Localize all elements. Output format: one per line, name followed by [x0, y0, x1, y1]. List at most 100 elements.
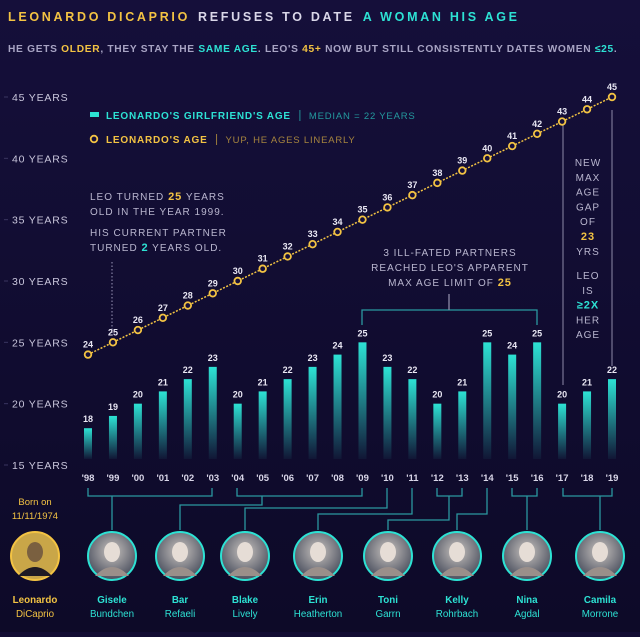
point-value-label: 26	[133, 315, 143, 325]
point-value-label: 34	[333, 217, 343, 227]
x-tick-label: '14	[481, 473, 495, 484]
bar	[84, 428, 92, 459]
photo-shoulders	[163, 567, 197, 576]
person-last-name: Refaeli	[165, 609, 196, 620]
line-point	[233, 276, 242, 286]
born-label: Born on	[18, 497, 51, 508]
x-tick-label: '01	[156, 473, 170, 484]
annotation-text: AGE	[576, 188, 600, 199]
annotation-text: OLD IN THE YEAR 1999.	[90, 207, 225, 218]
person-last-name: Lively	[232, 609, 257, 620]
photo-head	[380, 542, 396, 562]
connector	[236, 488, 363, 497]
born-date: 11/11/1974	[12, 511, 58, 522]
subtitle-part: 45+	[302, 44, 321, 55]
y-tick-label: 15 YEARS	[12, 460, 68, 472]
bar-value-label: 21	[258, 377, 268, 387]
person-first-name: Camila	[584, 595, 617, 606]
person-first-name: Blake	[232, 595, 259, 606]
person-last-name: Heatherton	[294, 609, 342, 620]
legend-label: LEONARDO'S AGE	[106, 135, 208, 146]
bar-value-label: 21	[457, 377, 467, 387]
bar	[158, 391, 167, 459]
bar-value-label: 20	[133, 390, 143, 400]
title-part: REFUSES TO DATE	[198, 10, 355, 24]
point-value-label: 30	[233, 266, 243, 276]
y-tick-label: 40 YEARS	[12, 153, 68, 165]
bar-value-label: 22	[407, 365, 417, 375]
connector	[317, 488, 413, 530]
line-point	[408, 190, 417, 200]
x-tick-label: '09	[356, 473, 369, 484]
bar-value-label: 22	[183, 365, 193, 375]
bar	[358, 342, 367, 459]
annotation-line: HIS CURRENT PARTNER	[90, 228, 227, 239]
annotation-text: IS	[582, 286, 593, 297]
x-tick-label: '19	[606, 473, 619, 484]
x-tick-label: '00	[131, 473, 144, 484]
annotation-line: IS	[582, 286, 593, 297]
annotation-text: MAX	[576, 173, 601, 184]
line-point	[108, 338, 118, 347]
y-tick-label: 20 YEARS	[12, 399, 68, 411]
bar	[408, 379, 417, 459]
x-tick-label: '05	[256, 473, 270, 484]
bar	[608, 379, 616, 459]
annotation-line: MAX	[576, 173, 601, 184]
title-part: LEONARDO DICAPRIO	[8, 10, 190, 24]
point-value-label: 24	[83, 340, 93, 350]
person-first-name: Bar	[172, 595, 189, 606]
connector	[179, 496, 263, 530]
person-first-name: Leonardo	[13, 595, 58, 606]
line-point	[532, 129, 542, 138]
line-point	[507, 141, 517, 151]
line-point	[183, 301, 193, 310]
annotation-text: NEW	[575, 158, 601, 169]
bar	[308, 366, 317, 459]
annotation-line: OF	[580, 217, 596, 228]
photo-shoulders	[18, 567, 52, 576]
bar-value-label: 23	[308, 353, 318, 363]
point-value-label: 28	[183, 291, 193, 301]
annotation-text: TURNED	[90, 243, 141, 254]
photo-shoulders	[301, 567, 335, 576]
bar	[208, 366, 217, 459]
bar	[133, 403, 142, 459]
annotation-text: MAX AGE LIMIT OF	[388, 278, 498, 289]
point-value-label: 45	[607, 82, 617, 92]
subtitle-part: . LEO'S	[258, 44, 302, 55]
annotation-text: REACHED LEO'S APPARENT	[371, 263, 529, 274]
annotation-line: TURNED 2 YEARS OLD.	[90, 242, 222, 254]
bar-value-label: 25	[482, 328, 492, 338]
legend-swatch	[89, 134, 99, 144]
bar	[533, 342, 542, 459]
x-tick-label: '07	[306, 473, 319, 484]
bar	[183, 379, 192, 459]
point-value-label: 29	[208, 278, 218, 288]
x-tick-label: '98	[82, 473, 95, 484]
line-point	[458, 166, 467, 175]
photo-shoulders	[95, 567, 129, 576]
annotation-text: HER	[576, 315, 600, 326]
annotation-text: YEARS OLD.	[149, 243, 223, 254]
line-point	[308, 239, 317, 249]
annotation-text: YEARS	[182, 192, 225, 203]
photo-shoulders	[440, 567, 474, 576]
y-tick-label: 35 YEARS	[12, 215, 68, 227]
y-tick-label: 25 YEARS	[12, 337, 68, 349]
line	[87, 96, 613, 356]
legend-note: YUP, HE AGES LINEARLY	[226, 135, 356, 146]
annotation-text: 23	[581, 231, 595, 243]
person-first-name: Toni	[378, 595, 398, 606]
bar-value-label: 20	[432, 390, 442, 400]
subtitle-part: HE GETS	[8, 44, 61, 55]
y-tick-label: 30 YEARS	[12, 276, 68, 288]
photo-head	[592, 542, 608, 562]
point-value-label: 37	[407, 180, 417, 190]
line-point	[208, 289, 217, 298]
bar	[383, 366, 392, 459]
photo-head	[172, 542, 188, 562]
bar-value-label: 22	[283, 365, 293, 375]
bar	[508, 354, 517, 459]
legend-swatch	[90, 112, 99, 117]
